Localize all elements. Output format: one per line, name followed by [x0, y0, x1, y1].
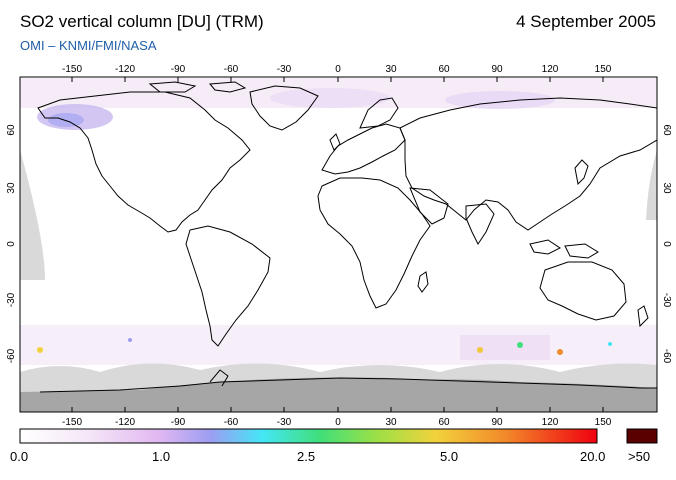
- lon-label-bottom: 150: [595, 417, 612, 428]
- lat-label-right: -30: [661, 293, 672, 308]
- lon-label-top: 150: [595, 64, 612, 75]
- lat-label-left: -30: [6, 292, 17, 307]
- lon-label-top: -30: [277, 64, 292, 75]
- lat-label-right: -60: [661, 349, 672, 364]
- lon-label-top: 90: [491, 64, 503, 75]
- lon-label-bottom: 0: [335, 417, 341, 428]
- lat-label-right: 0: [661, 241, 672, 247]
- lon-ticks-top: [71, 77, 604, 82]
- map-date: 4 September 2005: [516, 12, 656, 31]
- lat-label-left: 0: [6, 241, 17, 247]
- lon-label-top: 60: [438, 64, 450, 75]
- lon-label-bottom: 120: [542, 417, 559, 428]
- colorbar-label: >50: [628, 449, 650, 464]
- colorbar-label: 2.5: [297, 449, 315, 464]
- lat-label-right: 60: [661, 124, 672, 136]
- lon-label-bottom: -30: [277, 417, 292, 428]
- lon-label-bottom: 60: [438, 417, 450, 428]
- colorbar-label: 1.0: [152, 449, 170, 464]
- lon-label-bottom: -150: [62, 417, 82, 428]
- lat-label-right: 30: [661, 182, 672, 194]
- map-title: SO2 vertical column [DU] (TRM): [20, 12, 264, 31]
- lon-label-top: -60: [224, 64, 239, 75]
- lon-label-bottom: 30: [385, 417, 397, 428]
- lon-label-top: 30: [385, 64, 397, 75]
- lon-label-top: 0: [335, 64, 341, 75]
- data-credits: OMI – KNMI/FMI/NASA: [20, 38, 157, 53]
- lon-ticks-bottom: [71, 407, 604, 412]
- lat-label-left: 60: [6, 124, 17, 136]
- lat-label-left: 30: [6, 182, 17, 194]
- lon-label-top: -90: [171, 64, 186, 75]
- lon-label-top: 120: [542, 64, 559, 75]
- coastlines: [37, 81, 657, 393]
- lon-label-bottom: -60: [224, 417, 239, 428]
- lon-label-top: -120: [115, 64, 135, 75]
- colorbar-label: 5.0: [440, 449, 458, 464]
- lon-label-bottom: -120: [115, 417, 135, 428]
- lon-label-bottom: 90: [491, 417, 503, 428]
- colorbar-over-swatch: [626, 428, 658, 444]
- colorbar-label: 20.0: [580, 449, 605, 464]
- colorbar: [19, 428, 598, 444]
- lat-label-left: -60: [6, 348, 17, 363]
- so2-data-layer: [20, 77, 657, 412]
- lon-label-bottom: -90: [171, 417, 186, 428]
- lon-label-top: -150: [62, 64, 82, 75]
- colorbar-label: 0.0: [10, 449, 28, 464]
